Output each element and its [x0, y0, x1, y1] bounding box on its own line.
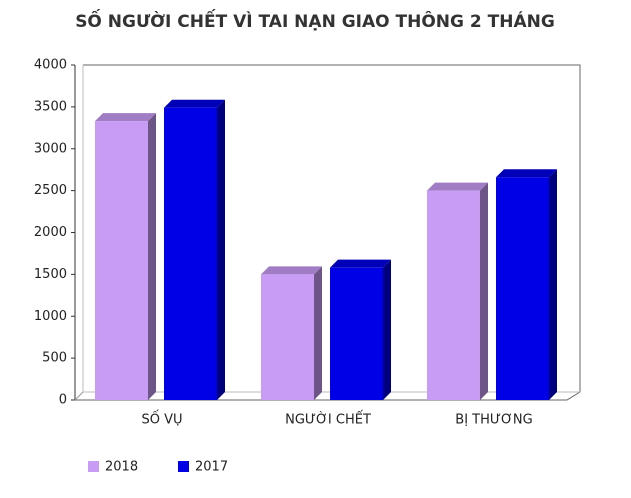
bar-group	[164, 99, 225, 401]
bar-top	[427, 182, 488, 191]
y-tick-label: 0	[59, 393, 67, 408]
bar-group	[330, 259, 391, 400]
y-tick-label: 1000	[34, 309, 67, 324]
legend-swatch	[88, 461, 99, 472]
legend-label: 2018	[105, 460, 138, 475]
bar-group	[261, 266, 322, 400]
y-tick-label: 1500	[34, 267, 67, 282]
bar	[95, 121, 148, 401]
y-tick-label: 2000	[34, 225, 67, 240]
y-tick-label: 2500	[34, 183, 67, 198]
bar-group	[496, 169, 557, 400]
y-tick-label: 500	[42, 351, 67, 366]
bar-side	[480, 182, 488, 400]
bar	[261, 274, 314, 400]
x-tick-label: NGƯỜI CHẾT	[285, 411, 371, 428]
bar	[330, 267, 383, 400]
y-tick-label: 3000	[34, 141, 67, 156]
bar-group	[427, 182, 488, 400]
bar-side	[549, 169, 557, 400]
chart-title: SỐ NGƯỜI CHẾT VÌ TAI NẠN GIAO THÔNG 2 TH…	[75, 8, 555, 32]
bar-side	[314, 266, 322, 400]
bar-top	[164, 99, 225, 108]
legend-label: 2017	[195, 460, 228, 475]
bar-side	[148, 113, 156, 401]
bar	[427, 190, 480, 400]
bar-side	[383, 259, 391, 400]
bar	[496, 177, 549, 400]
x-tick-label: BỊ THƯƠNG	[455, 413, 532, 428]
bar-top	[330, 259, 391, 268]
bar-group	[95, 113, 156, 401]
bar-top	[95, 113, 156, 122]
bar	[164, 107, 217, 401]
x-tick-label: SỐ VỤ	[141, 411, 182, 428]
y-tick-label: 3500	[34, 99, 67, 114]
legend-swatch	[178, 461, 189, 472]
bar-side	[217, 99, 225, 401]
bar-top	[261, 266, 322, 275]
bar-top	[496, 169, 557, 178]
y-tick-label: 4000	[34, 58, 67, 73]
